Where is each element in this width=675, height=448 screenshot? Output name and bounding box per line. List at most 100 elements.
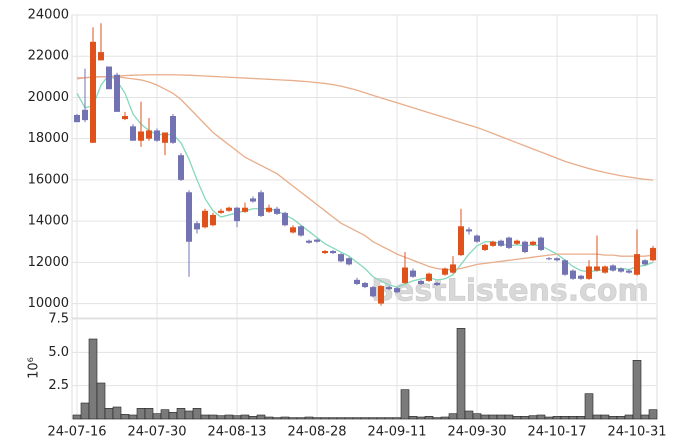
candle-body <box>74 114 80 123</box>
candle-body <box>98 52 104 61</box>
candle-body <box>346 258 352 265</box>
candle-body <box>418 280 424 284</box>
volume-bar <box>624 414 634 420</box>
candle-body <box>410 270 416 277</box>
volume-bar <box>288 417 298 420</box>
volume-bar <box>328 417 338 420</box>
candle-body <box>258 192 264 216</box>
volume-bar <box>296 417 306 420</box>
candle-body <box>338 254 344 262</box>
volume-bar <box>376 417 386 420</box>
volume-bar <box>424 416 434 420</box>
volume-bar <box>648 409 658 420</box>
candle-body <box>594 266 600 271</box>
candle-body <box>234 207 240 222</box>
volume-bar <box>224 414 234 420</box>
y-tick-label: 12000 <box>28 255 69 270</box>
volume-bar <box>472 413 482 420</box>
candle-body <box>210 214 216 226</box>
y-tick-label: 16000 <box>28 172 69 187</box>
candle-body <box>322 251 328 254</box>
volume-bar <box>448 413 458 420</box>
volume-bar <box>512 416 522 420</box>
volume-bar <box>384 417 394 420</box>
candle-body <box>138 131 144 141</box>
moving-average-line <box>76 74 654 181</box>
candle-body <box>226 207 232 211</box>
volume-bar <box>280 416 290 420</box>
candle-body <box>434 282 440 286</box>
candle-body <box>250 198 256 202</box>
volume-bar <box>352 417 362 420</box>
candle-body <box>362 282 368 288</box>
candle-body <box>170 116 176 143</box>
candle-body <box>546 258 552 260</box>
volume-bar <box>264 416 274 420</box>
candle-body <box>626 270 632 273</box>
volume-bar <box>184 410 194 420</box>
x-tick-label: 24-10-17 <box>527 425 586 440</box>
candle-body <box>610 265 616 271</box>
volume-bar <box>200 414 210 420</box>
y-tick-label: 24000 <box>28 8 69 23</box>
candle-body <box>202 210 208 228</box>
volume-bar <box>344 417 354 420</box>
volume-bar <box>640 414 650 420</box>
candle-body <box>578 275 584 279</box>
volume-tick-label: 7.5 <box>48 312 69 327</box>
candle-body <box>474 235 480 242</box>
volume-tick-label: 2.5 <box>48 378 69 393</box>
volume-frame <box>71 318 658 420</box>
volume-bar <box>408 416 418 420</box>
candle-body <box>458 226 464 256</box>
volume-bar <box>360 417 370 420</box>
volume-bar <box>400 389 410 420</box>
volume-bar <box>432 417 442 420</box>
candle-body <box>642 260 648 265</box>
x-tick-label: 24-07-16 <box>47 425 106 440</box>
candle-body <box>570 270 576 279</box>
x-tick-label: 24-08-28 <box>287 425 346 440</box>
candle-body <box>114 74 120 112</box>
volume-bar <box>440 416 450 420</box>
moving-average-line <box>76 76 654 271</box>
volume-bar <box>240 414 250 420</box>
volume-bar <box>464 410 474 420</box>
volume-bar <box>120 414 130 420</box>
candle-body <box>194 223 200 230</box>
candle-body <box>82 109 88 121</box>
volume-bar <box>96 382 106 420</box>
candle-body <box>554 258 560 261</box>
candle-body <box>186 192 192 242</box>
candle-body <box>442 268 448 275</box>
x-tick-label: 24-09-30 <box>447 425 506 440</box>
y-tick-label: 10000 <box>28 296 69 311</box>
volume-bar <box>320 417 330 420</box>
volume-bar <box>336 417 346 420</box>
volume-label: 10⁶ <box>27 357 42 379</box>
candle-body <box>586 266 592 279</box>
volume-bar <box>536 414 546 420</box>
volume-bar <box>256 414 266 420</box>
volume-bar <box>600 414 610 420</box>
candle-body <box>634 254 640 275</box>
volume-bar <box>528 415 538 420</box>
volume-bar <box>480 414 490 420</box>
candle-body <box>386 287 392 290</box>
y-tick-label: 14000 <box>28 214 69 229</box>
volume-bar <box>160 409 170 420</box>
volume-bar <box>88 338 98 420</box>
volume-bar <box>368 417 378 420</box>
volume-bar <box>576 416 586 420</box>
candle-body <box>618 268 624 272</box>
volume-bar <box>560 416 570 420</box>
volume-bar <box>608 416 618 420</box>
candle-body <box>538 237 544 250</box>
candle-body <box>426 273 432 281</box>
volume-bar <box>568 416 578 420</box>
volume-bar <box>128 414 138 420</box>
candle-body <box>266 207 272 212</box>
x-tick-label: 24-07-30 <box>127 425 186 440</box>
volume-bar <box>72 414 82 420</box>
candle-body <box>218 210 224 213</box>
